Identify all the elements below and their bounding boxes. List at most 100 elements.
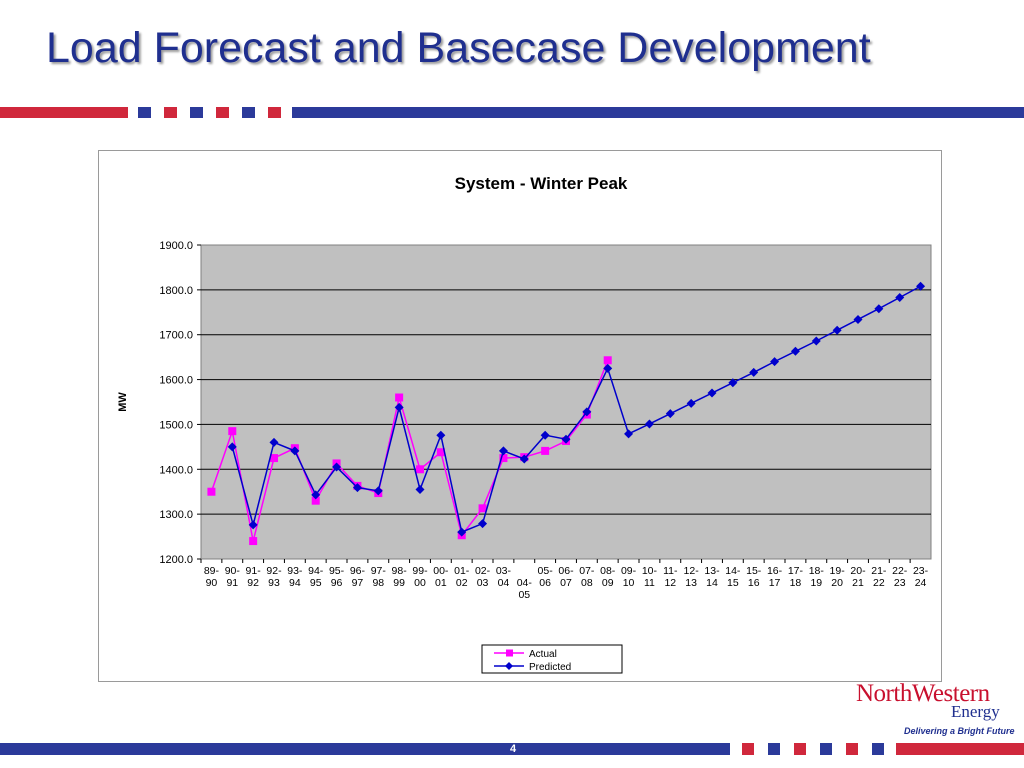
x-tick-label-line: 89- [204, 565, 220, 577]
top-band-left-bar [0, 107, 128, 118]
data-point-predicted [582, 407, 592, 417]
chart-frame: System - Winter Peak 1200.0 1300.0 1400.0 15… [98, 150, 942, 682]
x-tick-label-line: 15- [746, 565, 762, 577]
data-point-predicted [916, 281, 926, 291]
x-tick-label-line: 99- [412, 565, 428, 577]
data-point-predicted [519, 454, 529, 464]
data-point-predicted [415, 484, 425, 494]
x-tick-label: 94-95 [308, 565, 324, 589]
data-point-predicted [561, 434, 571, 444]
data-point-predicted [498, 446, 508, 456]
x-tick-label-line: 91 [226, 577, 238, 589]
x-tick-label-line: 91- [246, 565, 262, 577]
bottom-band-left-bar [0, 743, 730, 755]
x-tick-label-line: 92 [247, 577, 259, 589]
bottom-band-square [846, 743, 858, 755]
y-tick-label: 1800.0 [159, 285, 193, 297]
x-tick-label-line: 22 [873, 577, 885, 589]
data-point-predicted [311, 490, 321, 500]
data-point-predicted [332, 462, 342, 472]
x-tick-label: 18-19 [809, 565, 825, 589]
data-point-predicted [373, 486, 383, 496]
x-tick-label-line: 97 [352, 577, 364, 589]
y-tick-label: 1500.0 [159, 419, 193, 431]
x-tick-label: 16-17 [767, 565, 783, 589]
x-tick-label-line: 12- [684, 565, 700, 577]
data-point-actual [436, 448, 445, 457]
bottom-band-square [872, 743, 884, 755]
data-point-predicted [624, 429, 634, 439]
x-tick-label-line: 90 [206, 577, 218, 589]
x-tick-label: 09-10 [621, 565, 637, 589]
x-tick-label-line: 97- [371, 565, 387, 577]
x-tick-label-line: 19- [830, 565, 846, 577]
data-point-actual [499, 454, 508, 463]
winter-peak-chart: System - Winter Peak 1200.0 1300.0 1400.0 15… [117, 174, 932, 674]
x-tick-label: 15-16 [746, 565, 762, 589]
x-tick-label-line: 04- [517, 577, 533, 589]
x-tick-label: 14-15 [725, 565, 741, 589]
data-point-predicted [832, 325, 842, 335]
x-tick-label: 05-06 [538, 565, 554, 589]
data-point-predicted [874, 304, 884, 314]
x-tick-label-line: 01 [435, 577, 447, 589]
data-point-predicted [770, 357, 780, 367]
x-tick-label-line: 09 [602, 577, 614, 589]
x-tick-label: 90-91 [225, 565, 241, 589]
x-tick-label-line: 93 [268, 577, 280, 589]
x-tick-label-line: 06 [539, 577, 551, 589]
y-tick-label: 1900.0 [159, 240, 193, 252]
x-tick-label-line: 23- [913, 565, 929, 577]
x-tick-label-line: 13- [704, 565, 720, 577]
data-point-predicted [457, 527, 467, 537]
x-tick-label: 08-09 [600, 565, 616, 589]
data-point-actual [270, 454, 278, 463]
x-tick-label-line: 94 [289, 577, 301, 589]
x-tick-label: 04-05 [517, 577, 533, 601]
page-number: 4 [509, 743, 517, 755]
bottom-decorative-band [0, 743, 1024, 755]
series-line-predicted [231, 285, 921, 534]
data-point-predicted [644, 419, 654, 429]
data-point-predicted [436, 430, 446, 440]
data-point-predicted [394, 402, 404, 412]
y-axis-label: MW [117, 392, 129, 412]
data-point-predicted [853, 314, 863, 324]
x-tick-label-line: 21- [871, 565, 887, 577]
data-point-actual [541, 446, 550, 455]
x-tick-label: 19-20 [830, 565, 846, 589]
x-tick-label-line: 92- [266, 565, 282, 577]
x-tick-label-line: 93- [287, 565, 303, 577]
x-tick-label: 11-12 [663, 565, 678, 589]
x-tick-label: 21-22 [871, 565, 887, 589]
data-point-predicted [478, 519, 488, 529]
legend-swatch-marker [506, 649, 513, 657]
logo-name: NorthWestern [856, 680, 990, 707]
x-tick-label-line: 17 [769, 577, 781, 589]
data-point-predicted [790, 346, 800, 356]
top-band-square [164, 107, 177, 118]
x-tick-label: 17-18 [788, 565, 804, 589]
x-tick-label-line: 06- [558, 565, 574, 577]
x-tick-label: 10-11 [642, 565, 658, 589]
x-tick-label-line: 08- [600, 565, 616, 577]
data-point-predicted [749, 367, 759, 377]
top-band-square [138, 107, 151, 118]
x-tick-label-line: 14 [706, 577, 718, 589]
x-tick-label: 97-98 [371, 565, 387, 589]
data-point-actual [311, 496, 320, 505]
x-tick-label-line: 11 [644, 577, 655, 589]
top-band-square [242, 107, 255, 118]
x-tick-label-line: 10- [642, 565, 658, 577]
top-band-square [190, 107, 203, 118]
x-tick-label: 01-02 [454, 565, 470, 589]
bottom-band-square [794, 743, 806, 755]
x-tick-label-line: 23 [894, 577, 906, 589]
data-point-actual [478, 504, 487, 513]
x-tick-label-line: 98- [392, 565, 408, 577]
data-point-predicted [728, 378, 738, 388]
plot-area [200, 244, 932, 560]
top-band-right-bar [292, 107, 1024, 118]
x-tick-label: 12-13 [684, 565, 700, 589]
bottom-band-square [768, 743, 780, 755]
